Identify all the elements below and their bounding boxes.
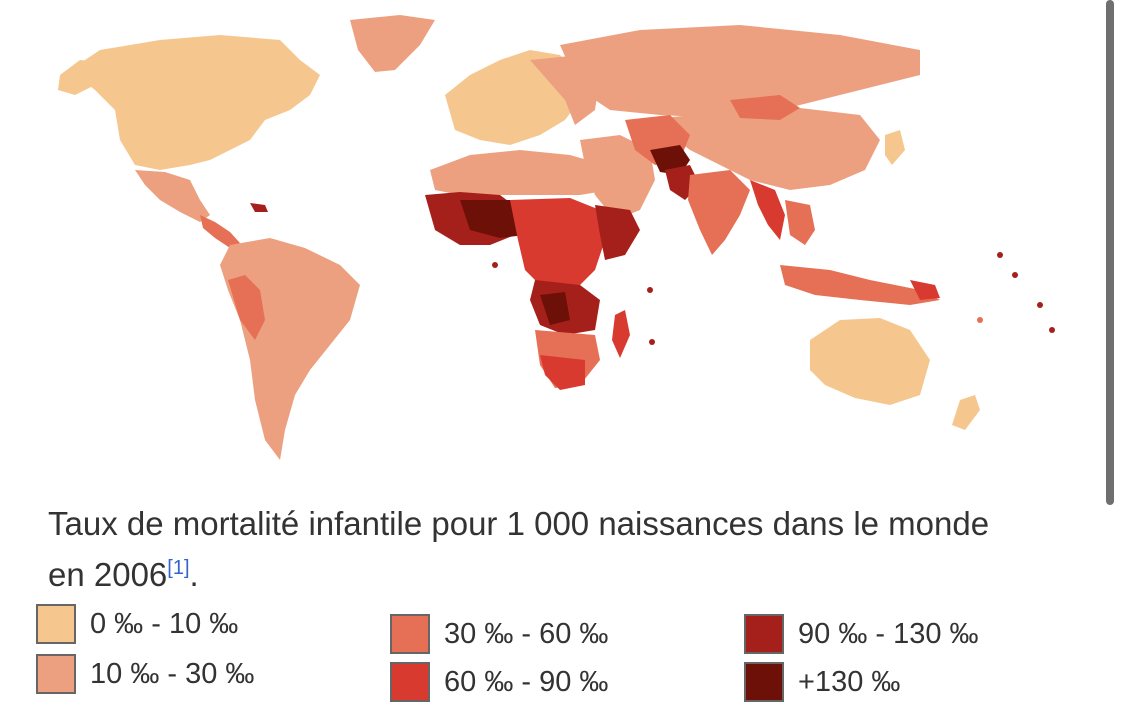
andes-region: [228, 275, 265, 340]
south-america: [220, 238, 360, 460]
legend-item: 10 ‰ - 30 ‰: [36, 652, 254, 696]
mexico: [135, 170, 210, 222]
caribbean: [250, 203, 268, 212]
caption-end: .: [189, 556, 199, 593]
angola-drc: [540, 292, 570, 325]
legend-item: 60 ‰ - 90 ‰: [390, 660, 608, 704]
north-america: [70, 35, 320, 170]
legend-item: 90 ‰ - 130 ‰: [744, 612, 979, 656]
pacific-island: [1049, 327, 1055, 333]
mongolia: [730, 95, 800, 120]
legend-label: +130 ‰: [798, 665, 901, 698]
legend-item: 30 ‰ - 60 ‰: [390, 612, 608, 656]
central-america: [200, 215, 240, 248]
east-africa: [595, 205, 640, 260]
myanmar: [750, 180, 785, 240]
caption-text: Taux de mortalité infantile pour 1 000 n…: [48, 505, 990, 593]
madagascar: [612, 310, 630, 358]
legend-label: 60 ‰ - 90 ‰: [444, 665, 609, 698]
legend-label: 0 ‰ - 10 ‰: [90, 607, 239, 640]
legend-swatch: [390, 662, 430, 702]
legend-item: 0 ‰ - 10 ‰: [36, 602, 238, 646]
japan: [885, 130, 905, 165]
middle-east: [580, 135, 655, 220]
australia: [810, 318, 930, 405]
central-africa: [510, 198, 605, 290]
legend-item: +130 ‰: [744, 660, 900, 704]
reference-link[interactable]: [1]: [167, 557, 190, 579]
north-africa: [430, 150, 610, 195]
pacific-island: [997, 252, 1003, 258]
russia: [560, 25, 920, 118]
pacific-island: [977, 317, 983, 323]
southeast-asia: [785, 200, 815, 245]
world-map: [58, 15, 1055, 460]
legend-label: 10 ‰ - 30 ‰: [90, 657, 255, 690]
atlantic-island: [492, 262, 498, 268]
legend: 0 ‰ - 10 ‰ 10 ‰ - 30 ‰ 30 ‰ - 60 ‰ 60 ‰ …: [36, 602, 1096, 712]
pacific-island: [1012, 272, 1018, 278]
legend-swatch: [390, 614, 430, 654]
indonesia: [780, 265, 940, 305]
map-caption: Taux de mortalité infantile pour 1 000 n…: [48, 498, 1008, 600]
legend-swatch: [36, 604, 76, 644]
china: [660, 108, 880, 190]
legend-swatch: [36, 654, 76, 694]
scrollbar[interactable]: [1106, 0, 1114, 505]
new-zealand: [952, 395, 980, 430]
alaska: [58, 60, 100, 95]
legend-label: 30 ‰ - 60 ‰: [444, 617, 609, 650]
south-africa: [540, 355, 585, 390]
greenland: [350, 15, 435, 72]
indian-ocean-island: [647, 287, 653, 293]
legend-swatch: [744, 614, 784, 654]
pacific-island: [1037, 302, 1043, 308]
legend-label: 90 ‰ - 130 ‰: [798, 617, 979, 650]
papua: [910, 280, 940, 300]
india: [688, 170, 750, 255]
indian-ocean-island: [649, 339, 655, 345]
legend-swatch: [744, 662, 784, 702]
